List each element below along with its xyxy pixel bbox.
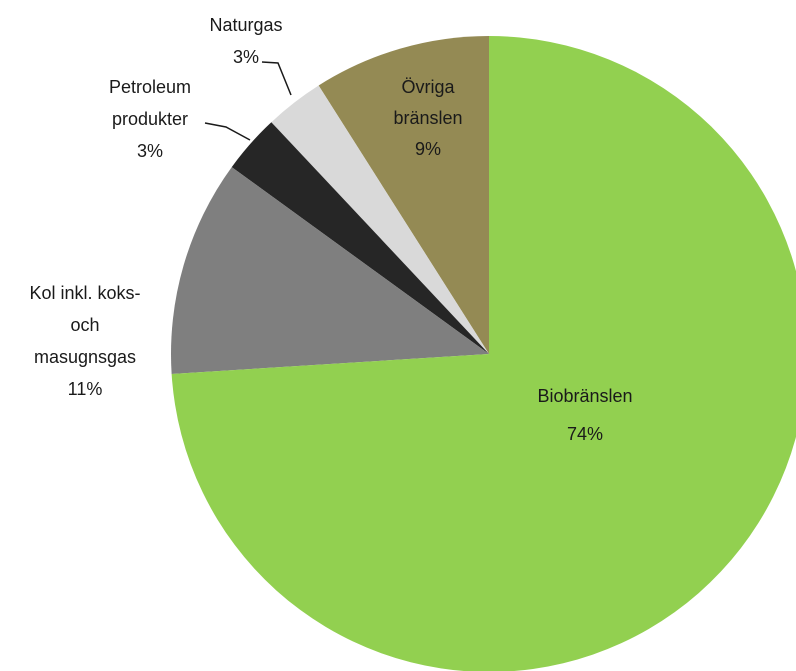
slice	[171, 36, 796, 671]
value-label: 11%	[68, 379, 103, 399]
value-label: 3%	[233, 47, 259, 67]
slice-label: Övriga	[401, 77, 455, 97]
slice-label: Biobränslen	[537, 386, 632, 406]
slice-label: Kol inkl. koks-	[29, 283, 140, 303]
value-label: 3%	[137, 141, 163, 161]
slice	[271, 85, 489, 354]
leader-line	[261, 61, 292, 96]
slice-label: Naturgas	[209, 15, 282, 35]
value-label: 74%	[567, 424, 603, 444]
slice-label: Petroleum	[109, 77, 191, 97]
slice-label: bränslen	[393, 108, 462, 128]
slice-label: och	[70, 315, 99, 335]
slice	[318, 36, 489, 354]
value-label: 9%	[415, 139, 441, 159]
slice	[231, 122, 489, 354]
slice-label: produkter	[112, 109, 188, 129]
leader-line	[204, 122, 251, 141]
slice	[171, 167, 489, 374]
slice-label: masugnsgas	[34, 347, 136, 367]
